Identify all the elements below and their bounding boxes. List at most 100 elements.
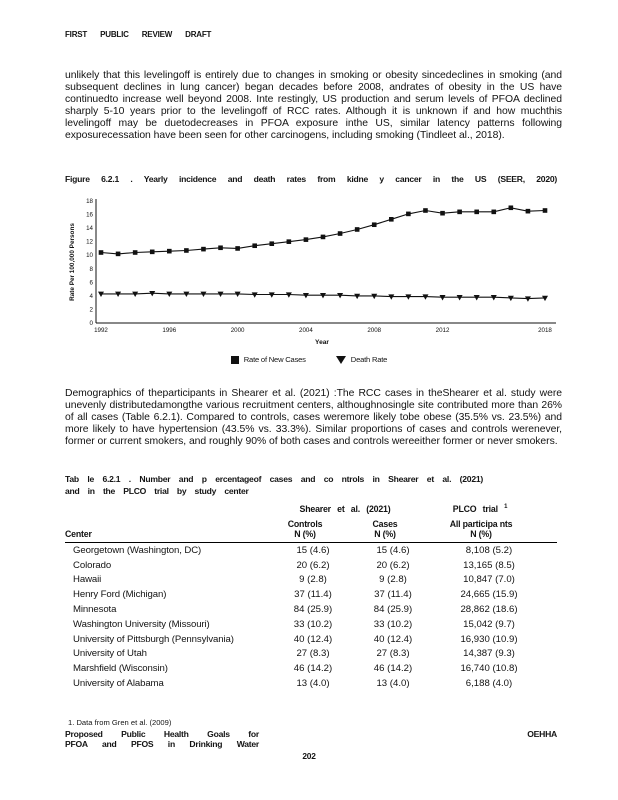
- table-cell: 10,847 (7.0): [463, 574, 515, 586]
- table-cell: 15 (4.6): [296, 544, 330, 556]
- y-axis-label: Rate Per 100,000 Persons: [69, 223, 76, 301]
- table-cell: 9 (2.8): [379, 574, 407, 586]
- table-cell: 16,740 (10.8): [460, 663, 518, 675]
- table-row: Minnesota 84 (25.9) 84 (25.9) 28,862 (18.6): [65, 602, 557, 617]
- table-caption-line1: Tab le 6.2.1 . Number and p ercentageof …: [65, 474, 483, 484]
- group-header-shearer: Shearer et al. (2021): [299, 504, 391, 514]
- svg-text:14: 14: [86, 225, 93, 232]
- triangle-down-marker-icon: [335, 355, 346, 364]
- paragraph-demographics: Demographics of theparticipants in Shear…: [65, 388, 562, 447]
- page-number: 202: [302, 751, 316, 761]
- legend-item-new-cases: Rate of New Cases: [230, 355, 306, 364]
- plco-footnote-marker: 1: [504, 504, 508, 511]
- table-row: University of Utah 27 (8.3) 27 (8.3) 14,387…: [65, 647, 557, 662]
- table-footnote: 1. Data from Gren et al. (2009): [68, 718, 172, 727]
- draft-watermark-header: FIRST PUBLIC REVIEW DRAFT: [65, 30, 212, 39]
- table-row: Colorado 20 (6.2) 20 (6.2) 13,165 (8.5): [65, 558, 557, 573]
- svg-text:2000: 2000: [231, 327, 245, 334]
- table-cell: 37 (11.4): [374, 589, 412, 601]
- table-cell: 8,108 (5.2): [465, 544, 513, 556]
- footer-title-line1: Proposed Public Health Goals for: [65, 729, 259, 739]
- table-column-header-row: Center Controls N (%) Cases N (%) All part…: [65, 516, 557, 543]
- group-header-spacer: [65, 504, 265, 514]
- svg-text:10: 10: [86, 252, 93, 259]
- table-row: Henry Ford (Michigan) 37 (11.4) 37 (11.4) 2…: [65, 587, 557, 602]
- footer-title-line2: PFOA and PFOS in Drinking Water: [65, 739, 259, 749]
- table-cell: 46 (14.2): [293, 663, 333, 675]
- table-cell: University of Alabama: [73, 678, 164, 690]
- svg-text:2008: 2008: [367, 327, 381, 334]
- svg-text:2018: 2018: [538, 327, 552, 334]
- svg-text:6: 6: [90, 279, 94, 286]
- table-row: Georgetown (Washington, DC) 15 (4.6) 15 (4…: [65, 543, 557, 558]
- figure-caption: Figure 6.2.1 . Yearly incidence and deat…: [65, 174, 557, 184]
- legend-label-death-rate: Death Rate: [350, 355, 388, 364]
- svg-text:2: 2: [90, 306, 94, 313]
- table-cell: 20 (6.2): [376, 559, 410, 571]
- table-cell: 20 (6.2): [296, 559, 330, 571]
- table-cell: University of Pittsburgh (Pennsylvania): [73, 633, 234, 645]
- svg-text:0: 0: [90, 320, 94, 327]
- table-row: University of Pittsburgh (Pennsylvania) 4…: [65, 632, 557, 647]
- svg-text:12: 12: [86, 239, 93, 246]
- table-cell: Georgetown (Washington, DC): [73, 544, 202, 556]
- svg-text:1992: 1992: [94, 327, 108, 334]
- x-axis-label: Year: [315, 339, 329, 346]
- table-cell: 27 (8.3): [376, 648, 410, 660]
- table-row: Washington University (Missouri) 33 (10.2…: [65, 617, 557, 632]
- svg-text:8: 8: [90, 266, 94, 273]
- table-cell: 84 (25.9): [293, 604, 333, 616]
- table-cell: 16,930 (10.9): [460, 633, 518, 645]
- table-cell: 15,042 (9.7): [463, 618, 515, 630]
- table-caption: Tab le 6.2.1 . Number and p ercentageof …: [65, 474, 483, 496]
- footer-document-title: Proposed Public Health Goals for PFOA an…: [65, 729, 259, 749]
- table-cell: 40 (12.4): [293, 633, 333, 645]
- table-cell: 6,188 (4.0): [465, 678, 513, 690]
- table-cell: 13 (4.0): [376, 678, 410, 690]
- table-cell: Colorado: [73, 559, 112, 571]
- legend-label-new-cases: Rate of New Cases: [243, 355, 306, 364]
- group-header-plco: PLCO trial 1: [452, 504, 508, 514]
- table-group-header-row: Shearer et al. (2021) PLCO trial 1: [65, 504, 557, 514]
- table-cell: 46 (14.2): [373, 663, 413, 675]
- svg-text:2004: 2004: [299, 327, 313, 334]
- table-cell: 40 (12.4): [373, 633, 413, 645]
- svg-text:2012: 2012: [436, 327, 450, 334]
- column-header-center: Center: [65, 529, 92, 539]
- incidence-death-rate-chart: 0 2 4 6 8 10 12 14 16 18 1992 1996 2000 2004 2008 2012 2…: [66, 193, 560, 348]
- series-new-cases: [98, 205, 548, 257]
- table-cell: University of Utah: [73, 648, 147, 660]
- study-center-table: Shearer et al. (2021) PLCO trial 1 Cente…: [65, 504, 557, 691]
- table-row: Marshfield (Wisconsin) 46 (14.2) 46 (14.2)…: [65, 661, 557, 676]
- table-cell: 27 (8.3): [296, 648, 330, 660]
- table-cell: Washington University (Missouri): [73, 618, 210, 630]
- chart-legend: Rate of New Cases Death Rate: [0, 355, 618, 364]
- svg-text:1996: 1996: [162, 327, 176, 334]
- table-cell: 15 (4.6): [376, 544, 410, 556]
- table-cell: 37 (11.4): [294, 589, 332, 601]
- table-caption-line2: and in the PLCO trial by study center: [65, 486, 249, 496]
- table-cell: 13,165 (8.5): [463, 559, 515, 571]
- svg-text:4: 4: [90, 293, 94, 300]
- table-row: Hawaii 9 (2.8) 9 (2.8) 10,847 (7.0): [65, 573, 557, 588]
- table-cell: 24,665 (15.9): [460, 589, 518, 601]
- table-cell: Henry Ford (Michigan): [73, 589, 167, 601]
- svg-text:18: 18: [86, 198, 93, 205]
- table-body: Georgetown (Washington, DC) 15 (4.6) 15 (4…: [65, 543, 557, 691]
- table-cell: 14,387 (9.3): [463, 648, 515, 660]
- table-cell: Marshfield (Wisconsin): [73, 663, 168, 675]
- table-cell: 28,862 (18.6): [460, 604, 518, 616]
- column-header-controls: Controls N (%): [287, 519, 323, 539]
- table-cell: Minnesota: [73, 604, 117, 616]
- chart-svg: 0 2 4 6 8 10 12 14 16 18 1992 1996 2000 2004 2008 2012 2…: [69, 198, 556, 346]
- footer-agency: OEHHA: [527, 729, 557, 739]
- table-row: University of Alabama 13 (4.0) 13 (4.0) 6,1…: [65, 676, 557, 691]
- column-header-cases: Cases N (%): [372, 519, 398, 539]
- square-marker-icon: [230, 355, 239, 364]
- paragraph-leveling-off: unlikely that this levelingoff is entire…: [65, 70, 562, 141]
- table-cell: 9 (2.8): [299, 574, 327, 586]
- svg-text:16: 16: [86, 212, 93, 219]
- table-cell: 84 (25.9): [373, 604, 413, 616]
- table-cell: 13 (4.0): [296, 678, 330, 690]
